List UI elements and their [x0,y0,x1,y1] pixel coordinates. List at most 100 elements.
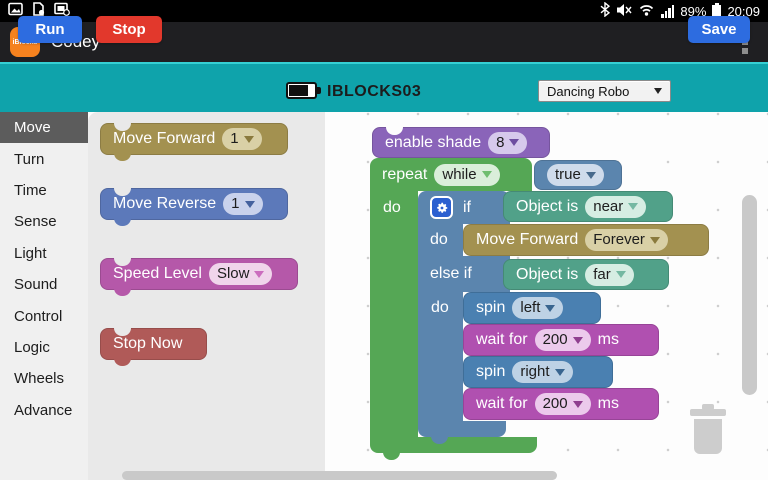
dropdown-field[interactable]: Slow [208,263,273,285]
block-label: Move Forward [476,231,579,248]
block-label: spin [476,299,506,316]
dropdown-arrow-icon [545,304,556,312]
block-true-value[interactable]: true [534,160,622,190]
block-label: wait for [476,395,528,412]
dropdown-field[interactable]: near [585,195,647,218]
trash-icon[interactable] [686,404,730,461]
sidebar-item-sense[interactable]: Sense [14,213,57,231]
block-wait-for-2[interactable]: wait for 200 ms [463,388,659,420]
sidebar-item-move[interactable]: Move [0,112,88,144]
sidebar-item-light[interactable]: Light [14,244,47,262]
sidebar-item-turn[interactable]: Turn [14,150,45,168]
mutator-gear-icon[interactable] [430,196,453,219]
run-button[interactable]: Run [18,16,82,43]
gallery-notification-icon [8,2,23,21]
dropdown-field[interactable]: far [585,263,634,286]
block-label: enable shade [385,133,482,151]
block-label: wait for [476,331,528,348]
stop-button[interactable]: Stop [96,16,162,43]
dropdown-arrow-icon [481,171,492,178]
block-move-forward-forever[interactable]: Move Forward Forever [463,224,709,256]
do-label: do [430,231,448,248]
project-select-value: Dancing Robo [547,83,630,99]
dropdown-field[interactable]: 200 [534,393,591,415]
unit-label: ms [597,395,619,412]
if-label: if [463,198,471,216]
block-label: repeat [382,165,428,183]
palette-block-move-reverse[interactable]: Move Reverse 1 [100,188,288,226]
sidebar-item-advance[interactable]: Advance [14,401,73,419]
unit-label: ms [597,331,619,348]
sidebar-item-control[interactable]: Control [14,307,63,325]
project-select[interactable]: Dancing Robo [538,80,671,102]
block-label: Move Reverse [113,195,217,212]
palette-block-move-forward[interactable]: Move Forward 1 [100,123,288,161]
dropdown-field[interactable]: while [434,163,500,186]
dropdown-arrow-icon [572,400,583,408]
block-enable-shade[interactable]: enable shade 8 [372,127,550,158]
device-name: IBLOCKS03 [327,83,422,100]
dropdown-field[interactable]: right [512,361,573,383]
download-notification-icon [32,1,45,21]
block-label: Stop Now [113,335,183,352]
block-if-do-column[interactable]: do [418,224,463,256]
dropdown-arrow-icon [649,236,660,244]
block-label: Speed Level [113,265,202,282]
select-arrow-icon [654,88,662,94]
dropdown-field[interactable]: Forever [585,229,668,251]
dropdown-arrow-icon [615,271,626,278]
block-object-is-far[interactable]: Object is far [503,259,669,290]
do-label: do [431,299,449,316]
dropdown-arrow-icon [628,203,639,210]
dropdown-arrow-icon [572,336,583,344]
dropdown-field[interactable]: 1 [223,193,263,215]
dropdown-field[interactable]: true [547,164,604,186]
dropdown-arrow-icon [254,270,265,278]
device-battery-icon [286,82,321,99]
do-label: do [383,199,401,216]
wifi-icon [638,3,655,19]
palette-block-stop-now[interactable]: Stop Now [100,328,207,366]
dropdown-arrow-icon [244,200,255,208]
block-spin-left[interactable]: spin left [463,292,601,324]
sidebar-item-time[interactable]: Time [14,181,47,199]
vertical-scrollbar[interactable] [742,195,757,395]
dropdown-field[interactable]: 1 [222,128,262,150]
status-bar: 89% 20:09 [0,0,768,22]
block-repeat-header[interactable]: repeat while [370,158,532,191]
block-palette [88,112,325,480]
bluetooth-icon [600,1,611,20]
block-spin-right[interactable]: spin right [463,356,613,388]
block-label: spin [476,363,506,380]
block-if-footer[interactable] [418,421,506,444]
clock: 20:09 [727,3,760,19]
horizontal-scrollbar[interactable] [122,471,557,480]
dropdown-arrow-icon [554,368,565,376]
screenshot-notification-icon [54,2,70,21]
dropdown-arrow-icon [585,171,596,179]
else-if-label: else if [430,265,472,282]
block-label: Move Forward [113,130,216,147]
block-if-header[interactable]: if [418,191,510,224]
palette-block-speed-level[interactable]: Speed Level Slow [100,258,298,296]
category-sidebar: Move Turn Time Sense Light Sound Control… [0,112,88,480]
sidebar-item-wheels[interactable]: Wheels [14,370,65,388]
block-repeat-do-column[interactable]: do [370,191,418,437]
block-wait-for-1[interactable]: wait for 200 ms [463,324,659,356]
dropdown-arrow-icon [243,135,254,143]
block-repeat-footer[interactable] [370,437,537,460]
block-else-do-column[interactable]: do [418,292,463,421]
signal-strength-icon [661,4,675,18]
dropdown-field[interactable]: 200 [534,329,591,351]
block-else-if-row[interactable]: else if [418,256,510,292]
dropdown-field[interactable]: 8 [488,131,528,154]
block-label: Object is [516,265,579,283]
sidebar-item-sound[interactable]: Sound [14,276,58,294]
mute-vibrate-icon [616,3,632,20]
block-object-is-near[interactable]: Object is near [503,191,673,222]
save-button[interactable]: Save [688,16,750,43]
block-label: Object is [516,197,579,215]
dropdown-field[interactable]: left [512,297,564,319]
sidebar-item-logic[interactable]: Logic [14,338,50,356]
